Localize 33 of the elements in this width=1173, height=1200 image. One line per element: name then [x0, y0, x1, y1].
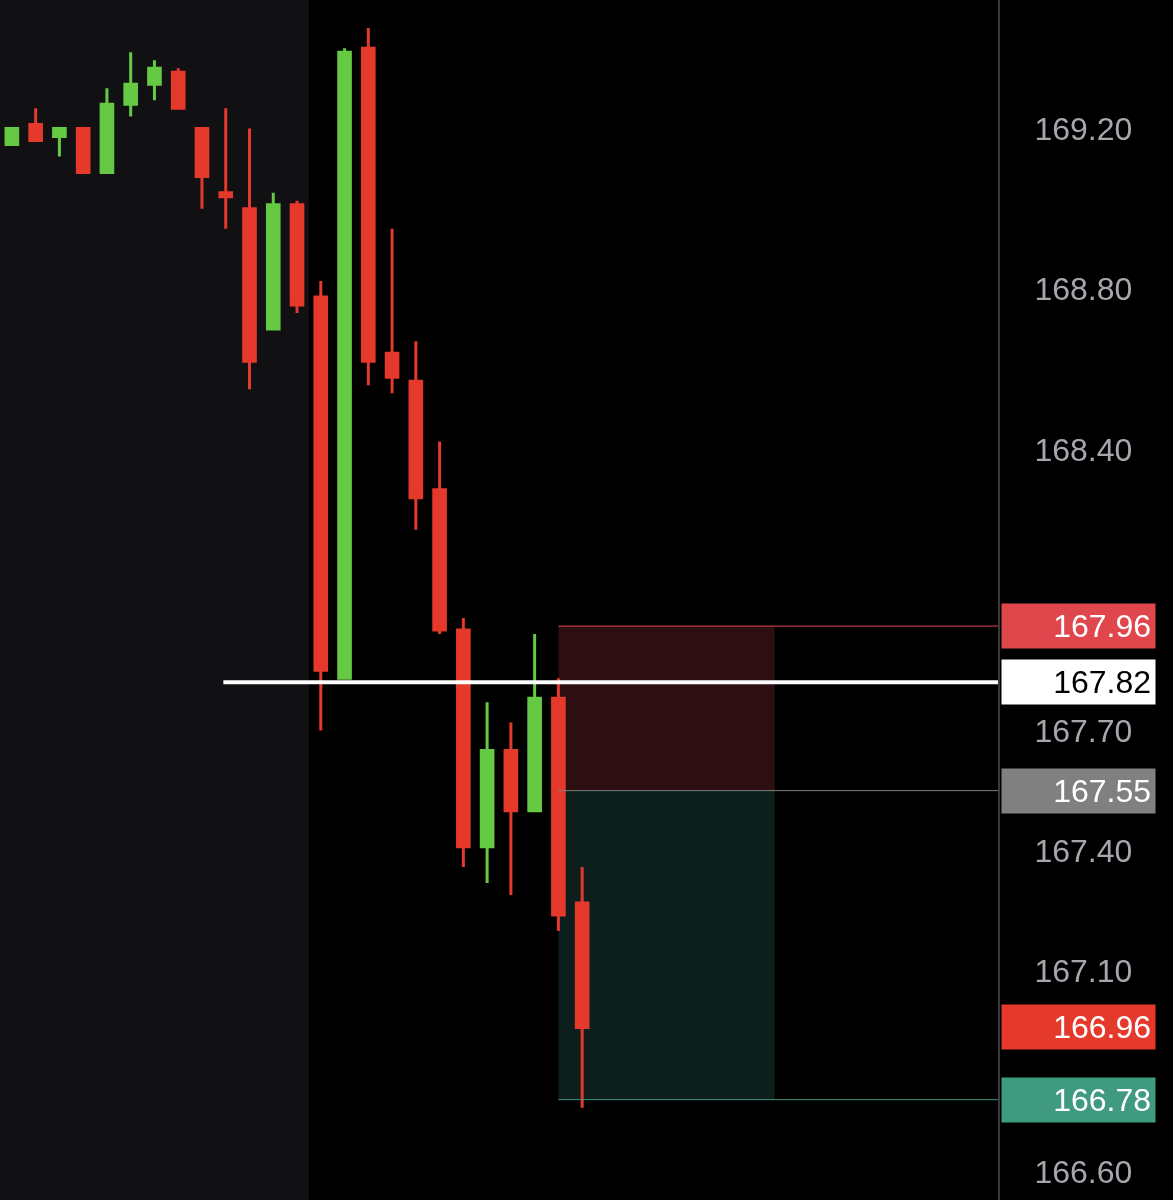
ref-line-label: 167.55 [1053, 773, 1151, 809]
y-tick-label: 169.20 [1034, 110, 1133, 147]
candlestick [147, 60, 162, 101]
candlestick [170, 68, 186, 110]
ref-line-label: 167.82 [1053, 664, 1151, 700]
candlestick [551, 678, 566, 932]
candlestick [218, 108, 234, 229]
candlestick [574, 866, 590, 1108]
candlestick [28, 108, 43, 142]
candlestick [337, 48, 352, 680]
candlestick [289, 200, 305, 314]
y-tick-label: 166.60 [1034, 1154, 1133, 1191]
candlestick [479, 702, 495, 883]
ref-line-label: 166.78 [1053, 1082, 1151, 1118]
candlestick [384, 228, 400, 394]
candlestick [503, 722, 519, 895]
y-tick-label: 168.40 [1034, 431, 1133, 468]
y-tick-label: 167.10 [1034, 953, 1133, 990]
ref-line-label: 167.96 [1053, 608, 1151, 644]
candlestick [527, 634, 542, 813]
candlestick [313, 280, 329, 731]
candlestick [242, 128, 257, 390]
y-tick-label: 167.40 [1034, 833, 1133, 870]
candlestick [99, 88, 115, 175]
y-tick-label: 167.70 [1034, 712, 1133, 749]
candlestick [265, 192, 281, 331]
candlestick [408, 341, 424, 530]
candlestick [123, 52, 139, 117]
y-tick-label: 168.80 [1034, 271, 1133, 308]
text: 166.96 [1053, 1009, 1151, 1045]
candlestick [360, 28, 376, 386]
candlestick [456, 618, 471, 867]
candlestick [432, 441, 447, 635]
